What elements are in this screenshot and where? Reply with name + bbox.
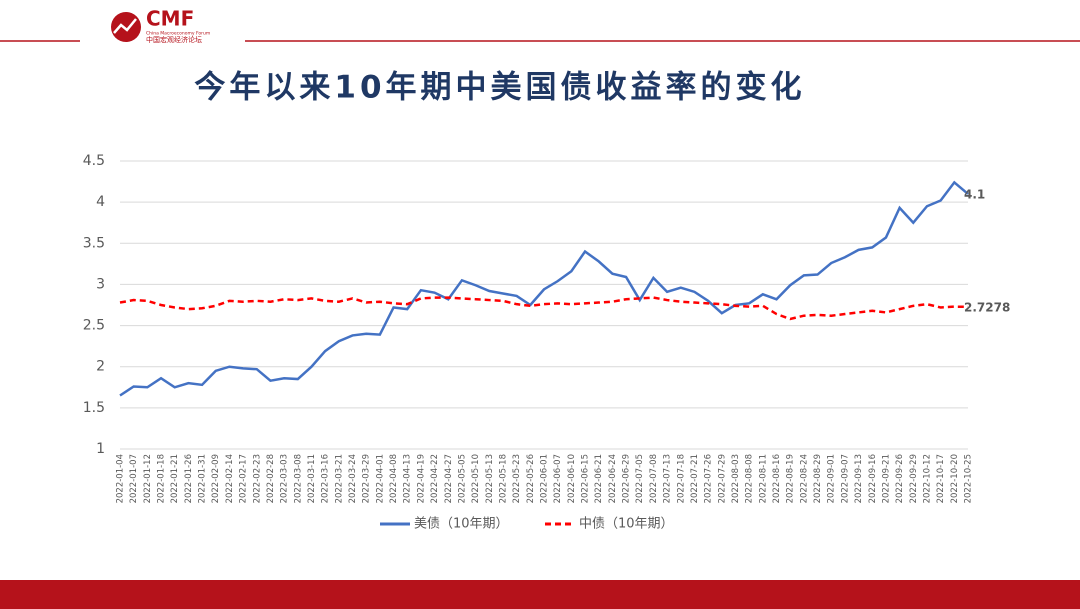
y-tick-label: 3.5	[83, 235, 105, 251]
x-tick-label: 2022-06-21	[594, 454, 604, 503]
y-tick-label: 1	[96, 441, 105, 457]
x-tick-label: 2022-04-13	[403, 454, 413, 503]
x-tick-label: 2022-04-22	[430, 454, 440, 503]
x-tick-label: 2022-09-26	[895, 454, 905, 503]
y-tick-label: 2.5	[83, 318, 105, 334]
x-tick-label: 2022-07-29	[717, 454, 727, 503]
x-tick-label: 2022-05-13	[485, 454, 495, 503]
x-tick-label: 2022-10-17	[936, 454, 946, 503]
x-tick-label: 2022-06-10	[567, 454, 577, 503]
x-tick-label: 2022-01-07	[129, 454, 139, 503]
x-tick-label: 2022-07-05	[635, 454, 645, 503]
x-tick-label: 2022-08-11	[758, 454, 768, 503]
x-tick-label: 2022-04-01	[375, 454, 385, 503]
y-tick-label: 4.5	[83, 153, 105, 169]
x-tick-label: 2022-09-21	[881, 454, 891, 503]
x-tick-label: 2022-01-31	[198, 454, 208, 503]
x-tick-label: 2022-04-27	[444, 454, 454, 503]
logo-cn: 中国宏观经济论坛	[146, 35, 202, 44]
x-tick-label: 2022-09-16	[868, 454, 878, 503]
logo-icon	[113, 18, 137, 34]
x-tick-label: 2022-05-23	[512, 454, 522, 503]
x-tick-label: 2022-03-03	[280, 454, 290, 503]
x-tick-label: 2022-03-11	[307, 454, 317, 503]
x-tick-label: 2022-01-18	[157, 454, 167, 503]
series-line	[119, 180, 969, 397]
x-tick-label: 2022-08-16	[772, 454, 782, 503]
logo-subtitle: China Macroeconomy Forum	[146, 31, 210, 37]
x-tick-label: 2022-09-01	[827, 454, 837, 503]
x-tick-label: 2022-05-05	[457, 454, 467, 503]
x-tick-label: 2022-07-08	[649, 454, 659, 503]
x-tick-label: 2022-07-21	[690, 454, 700, 503]
x-tick-label: 2022-05-10	[471, 454, 481, 503]
x-tick-label: 2022-06-15	[581, 454, 591, 503]
logo-text: CMF	[146, 7, 194, 31]
x-tick-label: 2022-06-24	[608, 454, 618, 503]
x-tick-label: 2022-02-14	[225, 454, 235, 503]
legend-label: 美债（10年期）	[414, 517, 509, 532]
x-tick-label: 2022-03-21	[334, 454, 344, 503]
x-tick-label: 2022-04-08	[389, 454, 399, 503]
y-tick-label: 1.5	[83, 400, 105, 416]
y-tick-label: 3	[96, 276, 105, 292]
x-tick-label: 2022-09-13	[854, 454, 864, 503]
x-tick-label: 2022-02-09	[211, 454, 221, 503]
x-tick-label: 2022-03-08	[293, 454, 303, 503]
x-tick-label: 2022-10-12	[922, 454, 932, 503]
data-label: 4.1	[964, 187, 985, 201]
chart-title: 今年以来10年期中美国债收益率的变化	[194, 70, 805, 106]
footer-band	[0, 580, 1080, 609]
x-tick-label: 2022-09-29	[909, 454, 919, 503]
logo-icon	[111, 12, 141, 42]
x-tick-label: 2022-01-26	[184, 454, 194, 503]
logo: CMF China Macroeconomy Forum 中国宏观经济论坛	[111, 7, 210, 44]
x-tick-label: 2022-08-24	[799, 454, 809, 503]
x-tick-label: 2022-08-29	[813, 454, 823, 503]
x-tick-label: 2022-06-07	[553, 454, 563, 503]
x-tick-label: 2022-01-12	[143, 454, 153, 503]
x-tick-label: 2022-05-18	[498, 454, 508, 503]
x-tick-label: 2022-02-28	[266, 454, 276, 503]
x-tick-label: 2022-03-29	[362, 454, 372, 503]
y-tick-label: 4	[96, 194, 105, 210]
x-tick-label: 2022-03-24	[348, 454, 358, 503]
legend-label: 中债（10年期）	[579, 517, 674, 532]
x-tick-label: 2022-10-20	[950, 454, 960, 503]
x-tick-label: 2022-05-26	[526, 454, 536, 503]
x-tick-label: 2022-01-04	[116, 454, 126, 503]
x-tick-label: 2022-04-19	[416, 454, 426, 503]
x-tick-label: 2022-06-29	[622, 454, 632, 503]
x-tick-label: 2022-02-17	[239, 454, 249, 503]
series-line	[119, 296, 969, 321]
x-tick-label: 2022-02-23	[252, 454, 262, 503]
x-tick-label: 2022-09-07	[840, 454, 850, 503]
data-label: 2.7278	[964, 300, 1010, 314]
x-tick-label: 2022-01-21	[170, 454, 180, 503]
x-tick-label: 2022-07-18	[676, 454, 686, 503]
x-tick-label: 2022-03-16	[321, 454, 331, 503]
x-tick-label: 2022-07-26	[704, 454, 714, 503]
x-tick-label: 2022-10-25	[964, 454, 974, 503]
y-tick-label: 2	[96, 359, 105, 375]
x-tick-label: 2022-07-13	[663, 454, 673, 503]
chart: 1 1.5 2 2.5 3 3.5 4 4.5 2022-01-04 2022-01-07 2022…	[83, 153, 1011, 532]
x-tick-label: 2022-08-08	[745, 454, 755, 503]
x-tick-label: 2022-06-01	[540, 454, 550, 503]
x-tick-label: 2022-08-19	[786, 454, 796, 503]
x-tick-label: 2022-08-03	[731, 454, 741, 503]
